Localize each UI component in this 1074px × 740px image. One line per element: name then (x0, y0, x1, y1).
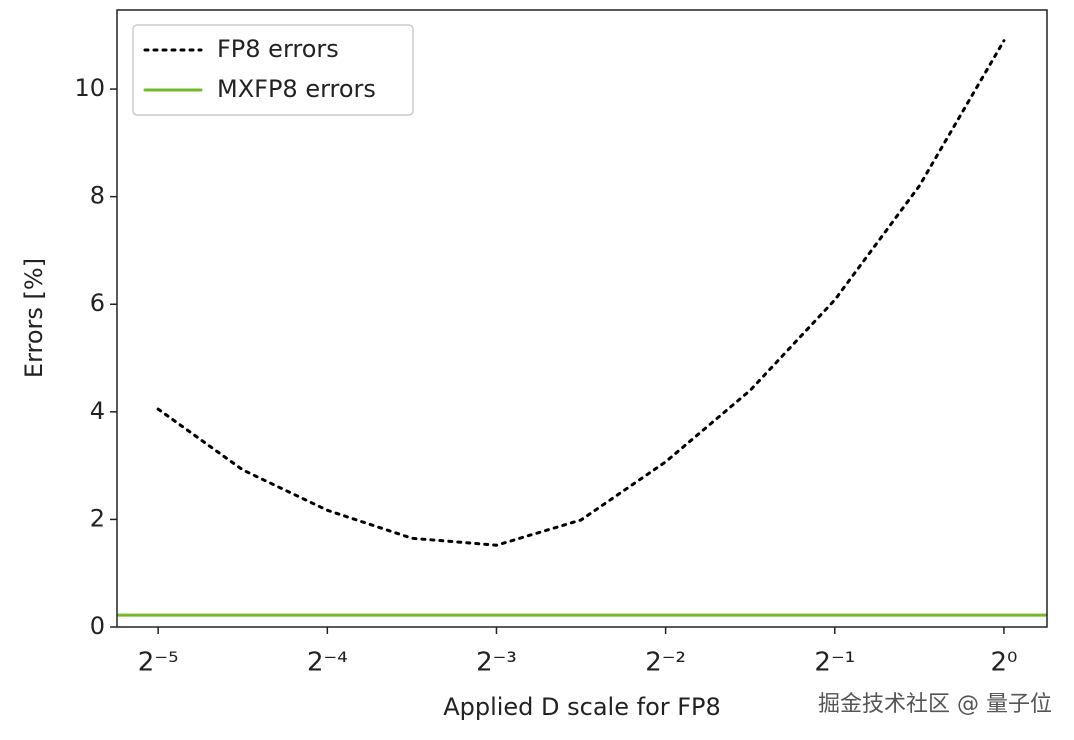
y-tick-label: 2 (90, 504, 105, 532)
y-tick-label: 8 (90, 182, 105, 210)
x-tick-label: 2⁰ (990, 648, 1017, 678)
x-axis-label: Applied D scale for FP8 (443, 693, 721, 721)
x-tick-label: 2⁻¹ (814, 648, 855, 678)
y-tick-label: 0 (90, 612, 105, 640)
legend-box (132, 24, 414, 116)
y-tick-label: 10 (74, 74, 105, 102)
x-tick-label: 2⁻³ (476, 648, 517, 678)
plot-frame (116, 9, 1048, 628)
x-tick-label: 2⁻² (645, 648, 686, 678)
x-tick-label: 2⁻⁴ (307, 648, 348, 678)
y-tick-label: 6 (90, 289, 105, 317)
legend-label: FP8 errors (217, 35, 339, 63)
x-tick-label: 2⁻⁵ (138, 648, 179, 678)
legend-label: MXFP8 errors (217, 75, 376, 103)
line (156, 39, 1006, 547)
y-tick-label: 4 (90, 397, 105, 425)
y-axis-label: Errors [%] (20, 258, 48, 378)
watermark: 掘金技术社区 @ 量子位 (818, 692, 1052, 717)
